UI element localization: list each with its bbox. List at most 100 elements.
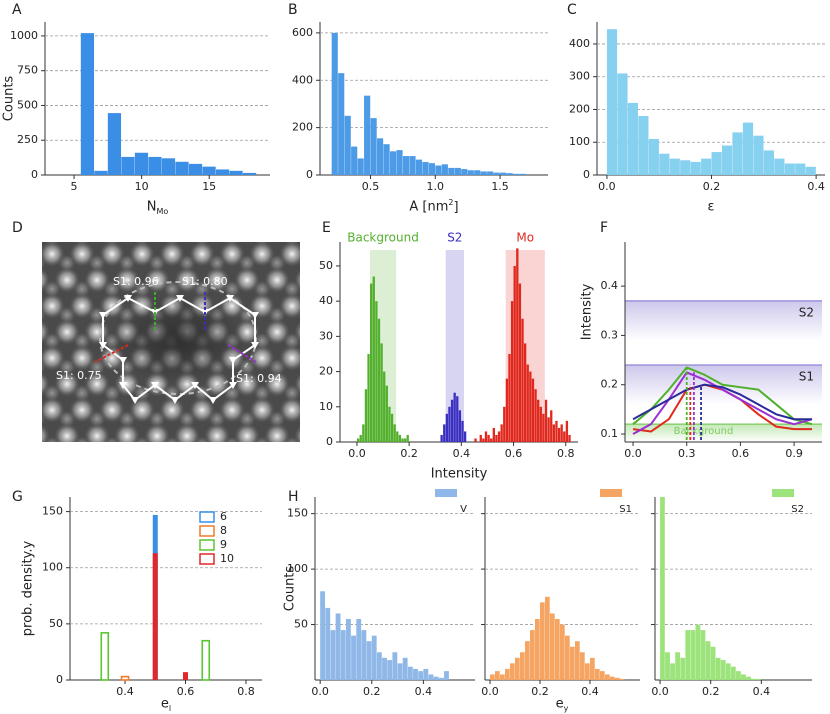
- vertex: [226, 295, 234, 302]
- atom: [144, 423, 170, 442]
- bar: [500, 674, 505, 680]
- bar: [377, 138, 384, 175]
- bar: [456, 396, 459, 442]
- atom-dim: [343, 280, 361, 298]
- bar: [450, 399, 454, 442]
- bar: [705, 641, 711, 680]
- bar: [107, 113, 122, 175]
- bar: [695, 624, 701, 680]
- panel-letter: E: [322, 220, 331, 236]
- bar: [390, 413, 394, 442]
- bar: [523, 343, 527, 442]
- bar: [515, 657, 520, 680]
- atom: [9, 449, 35, 475]
- bar: [438, 677, 444, 680]
- y-tick-label: 1000: [10, 29, 38, 42]
- x-axis-label-sub: l: [169, 704, 171, 713]
- bar: [763, 150, 774, 175]
- atom: [204, 423, 230, 442]
- atom: [39, 449, 65, 475]
- bar: [382, 657, 387, 680]
- bar: [402, 156, 410, 175]
- bar: [540, 602, 545, 680]
- bar: [357, 158, 364, 175]
- vertex: [251, 312, 259, 319]
- bar: [351, 146, 358, 175]
- bar: [487, 171, 494, 175]
- x-axis-label: Intensity: [431, 467, 488, 482]
- y-tick-label: 400: [569, 37, 590, 50]
- y-tick-label: 250: [17, 133, 38, 146]
- bar: [730, 666, 736, 680]
- bar: [423, 668, 429, 680]
- atom: [9, 293, 35, 319]
- bar: [80, 33, 95, 175]
- curve: [632, 366, 813, 426]
- bar: [516, 248, 519, 442]
- bar: [670, 663, 675, 680]
- y-tick-label: 10: [319, 400, 333, 413]
- bar: [361, 630, 367, 680]
- vertex: [131, 397, 139, 404]
- bar: [550, 410, 553, 442]
- bar: [550, 613, 555, 680]
- y-axis-label: Counts: [2, 76, 17, 122]
- bar: [443, 424, 446, 442]
- bar: [560, 424, 563, 442]
- x-tick-label: 0.2: [703, 180, 721, 193]
- bar: [720, 660, 726, 680]
- atom: [144, 215, 170, 241]
- atom: [294, 425, 300, 442]
- bar: [453, 392, 456, 442]
- bar: [753, 135, 764, 175]
- bar: [638, 116, 649, 175]
- bar: [403, 438, 407, 442]
- band-label: Background: [674, 426, 734, 437]
- bar: [356, 438, 360, 442]
- bar: [497, 431, 501, 442]
- legend-swatch: [199, 525, 215, 537]
- bar: [398, 434, 402, 442]
- bar: [448, 406, 451, 442]
- x-tick-label: 0.0: [651, 685, 669, 698]
- x-tick-label: 0.5: [362, 180, 380, 193]
- x-axis-label: A [nm2]: [409, 198, 458, 215]
- bar: [375, 301, 378, 442]
- bar: [458, 410, 462, 442]
- y-tick-label: 0: [326, 435, 333, 448]
- y-axis-label: prob. density.y: [21, 540, 36, 636]
- bar: [229, 170, 243, 175]
- bar: [364, 95, 371, 175]
- vertex: [229, 382, 237, 389]
- bar: [385, 385, 388, 442]
- y-tick-label: 50: [319, 259, 333, 272]
- vertex: [151, 382, 159, 389]
- atom-dim: [328, 306, 346, 324]
- bar: [520, 652, 525, 680]
- atom: [294, 373, 300, 395]
- bar: [461, 169, 468, 175]
- x-axis-label: ε: [707, 200, 714, 215]
- bar: [490, 438, 493, 442]
- bond-marker: [227, 344, 257, 363]
- y-tick-label: 150: [42, 505, 63, 518]
- bar: [433, 676, 439, 680]
- bar: [435, 165, 442, 175]
- bar: [441, 164, 448, 175]
- y-tick-label: 50: [49, 617, 63, 630]
- y-tick-label: 150: [287, 507, 308, 520]
- vertex: [176, 295, 184, 302]
- bar: [94, 170, 108, 175]
- x-tick-label: 0.0: [311, 685, 329, 698]
- x-tick-label: 0.4: [807, 180, 825, 193]
- bar: [175, 161, 189, 175]
- legend-label: 6: [220, 510, 227, 523]
- bar: [606, 29, 618, 176]
- x-tick-label: 0.6: [177, 685, 195, 698]
- x-tick-label: 0.2: [702, 685, 720, 698]
- bar: [362, 424, 365, 442]
- vertex: [229, 357, 237, 364]
- bar: [495, 671, 500, 680]
- bar: [711, 152, 722, 175]
